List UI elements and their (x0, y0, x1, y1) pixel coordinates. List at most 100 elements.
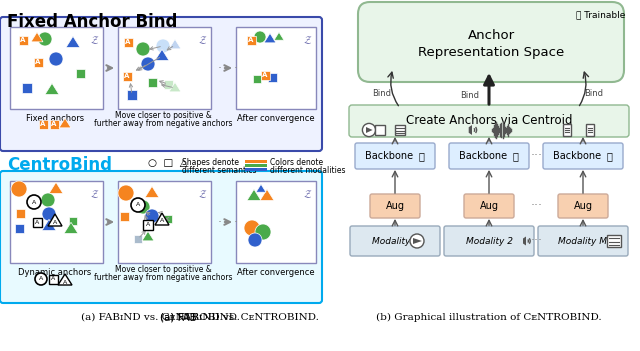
Circle shape (244, 220, 260, 236)
Polygon shape (260, 189, 274, 200)
Polygon shape (155, 49, 169, 60)
Polygon shape (366, 127, 372, 133)
FancyBboxPatch shape (586, 124, 594, 136)
Bar (69, 217, 77, 225)
Bar (49, 119, 58, 128)
Polygon shape (64, 222, 78, 233)
Text: ···: ··· (531, 234, 543, 247)
Polygon shape (264, 33, 276, 43)
Polygon shape (155, 213, 169, 225)
FancyBboxPatch shape (370, 194, 420, 218)
Text: Colors denote: Colors denote (270, 158, 323, 167)
Circle shape (145, 209, 159, 223)
FancyBboxPatch shape (355, 143, 435, 169)
Text: A: A (35, 219, 39, 225)
Text: A: A (125, 39, 131, 45)
Bar (268, 73, 276, 81)
Text: $\mathcal{Z}$: $\mathcal{Z}$ (90, 34, 99, 46)
Polygon shape (49, 182, 63, 193)
Text: Create Anchors via Centroid: Create Anchors via Centroid (406, 114, 572, 127)
Text: Backbone: Backbone (459, 151, 507, 161)
Polygon shape (413, 238, 422, 244)
Text: A: A (136, 203, 140, 207)
FancyBboxPatch shape (449, 143, 529, 169)
FancyBboxPatch shape (358, 2, 624, 82)
Circle shape (38, 32, 52, 46)
Circle shape (141, 57, 155, 71)
Text: (a) FABɪND vs. CᴇNTROBIND.: (a) FABɪND vs. CᴇNTROBIND. (160, 313, 319, 322)
Bar (164, 215, 172, 223)
Circle shape (11, 181, 27, 197)
Text: A: A (248, 37, 253, 43)
Text: Bind: Bind (584, 88, 604, 98)
Text: $\mathcal{Z}$: $\mathcal{Z}$ (90, 188, 99, 200)
Text: Modality 1: Modality 1 (371, 237, 419, 245)
Text: Dynamic anchors: Dynamic anchors (19, 268, 92, 277)
FancyBboxPatch shape (0, 171, 322, 303)
Polygon shape (42, 219, 56, 231)
Text: Representation Space: Representation Space (418, 46, 564, 59)
Polygon shape (468, 125, 472, 135)
FancyBboxPatch shape (10, 27, 103, 109)
Text: A: A (160, 219, 164, 224)
Text: Shapes denote: Shapes denote (182, 158, 239, 167)
Bar (19, 35, 28, 45)
Polygon shape (169, 39, 181, 49)
Circle shape (118, 185, 134, 201)
Text: A: A (51, 121, 57, 127)
Text: A: A (63, 279, 67, 285)
Text: A: A (32, 199, 36, 205)
Text: After convergence: After convergence (237, 114, 315, 123)
FancyBboxPatch shape (538, 226, 628, 256)
Bar (33, 58, 42, 66)
Bar (396, 125, 405, 135)
FancyBboxPatch shape (118, 27, 211, 109)
Text: A: A (20, 37, 26, 43)
Bar (15, 224, 24, 232)
Text: further away from negative anchors: further away from negative anchors (93, 119, 232, 128)
FancyBboxPatch shape (118, 181, 211, 263)
FancyBboxPatch shape (464, 194, 514, 218)
Circle shape (136, 42, 150, 56)
Text: $\mathcal{Z}$: $\mathcal{Z}$ (198, 188, 207, 200)
Text: $\mathcal{Z}$: $\mathcal{Z}$ (303, 34, 312, 46)
FancyBboxPatch shape (444, 226, 534, 256)
FancyBboxPatch shape (607, 235, 621, 247)
Text: different semantics: different semantics (182, 166, 257, 175)
Bar (134, 235, 142, 243)
FancyBboxPatch shape (350, 226, 440, 256)
Bar (163, 79, 173, 88)
Text: A: A (124, 73, 130, 79)
Circle shape (156, 39, 170, 53)
Text: · · ·: · · · (218, 61, 238, 74)
Text: (a) FABɪND vs. CᴇNTROBIND.: (a) FABɪND vs. CᴇNTROBIND. (81, 313, 239, 322)
Bar (245, 160, 267, 163)
Text: · · ·: · · · (218, 216, 238, 229)
Bar (38, 119, 47, 128)
Text: After convergence: After convergence (237, 268, 315, 277)
FancyBboxPatch shape (543, 143, 623, 169)
Circle shape (255, 224, 271, 240)
FancyBboxPatch shape (10, 181, 103, 263)
Text: different modalities: different modalities (270, 166, 346, 175)
Text: A: A (262, 72, 268, 78)
Polygon shape (145, 186, 159, 198)
Bar (127, 90, 137, 100)
Text: Fixed Anchor Bind: Fixed Anchor Bind (7, 13, 177, 31)
Text: $\mathcal{Z}$: $\mathcal{Z}$ (198, 34, 207, 46)
Text: Move closer to positive &: Move closer to positive & (115, 111, 211, 120)
Text: A: A (51, 277, 55, 282)
Text: 🔥: 🔥 (512, 151, 518, 161)
Text: Backbone: Backbone (365, 151, 413, 161)
Polygon shape (523, 237, 526, 245)
Bar (375, 125, 385, 135)
Text: A: A (35, 59, 41, 65)
Polygon shape (58, 274, 72, 285)
Text: Backbone: Backbone (553, 151, 601, 161)
Text: Bind: Bind (372, 88, 392, 98)
Text: Aug: Aug (573, 201, 593, 211)
Circle shape (362, 124, 376, 137)
Polygon shape (169, 82, 181, 92)
Bar (245, 164, 267, 167)
Text: $\mathcal{Z}$: $\mathcal{Z}$ (303, 188, 312, 200)
